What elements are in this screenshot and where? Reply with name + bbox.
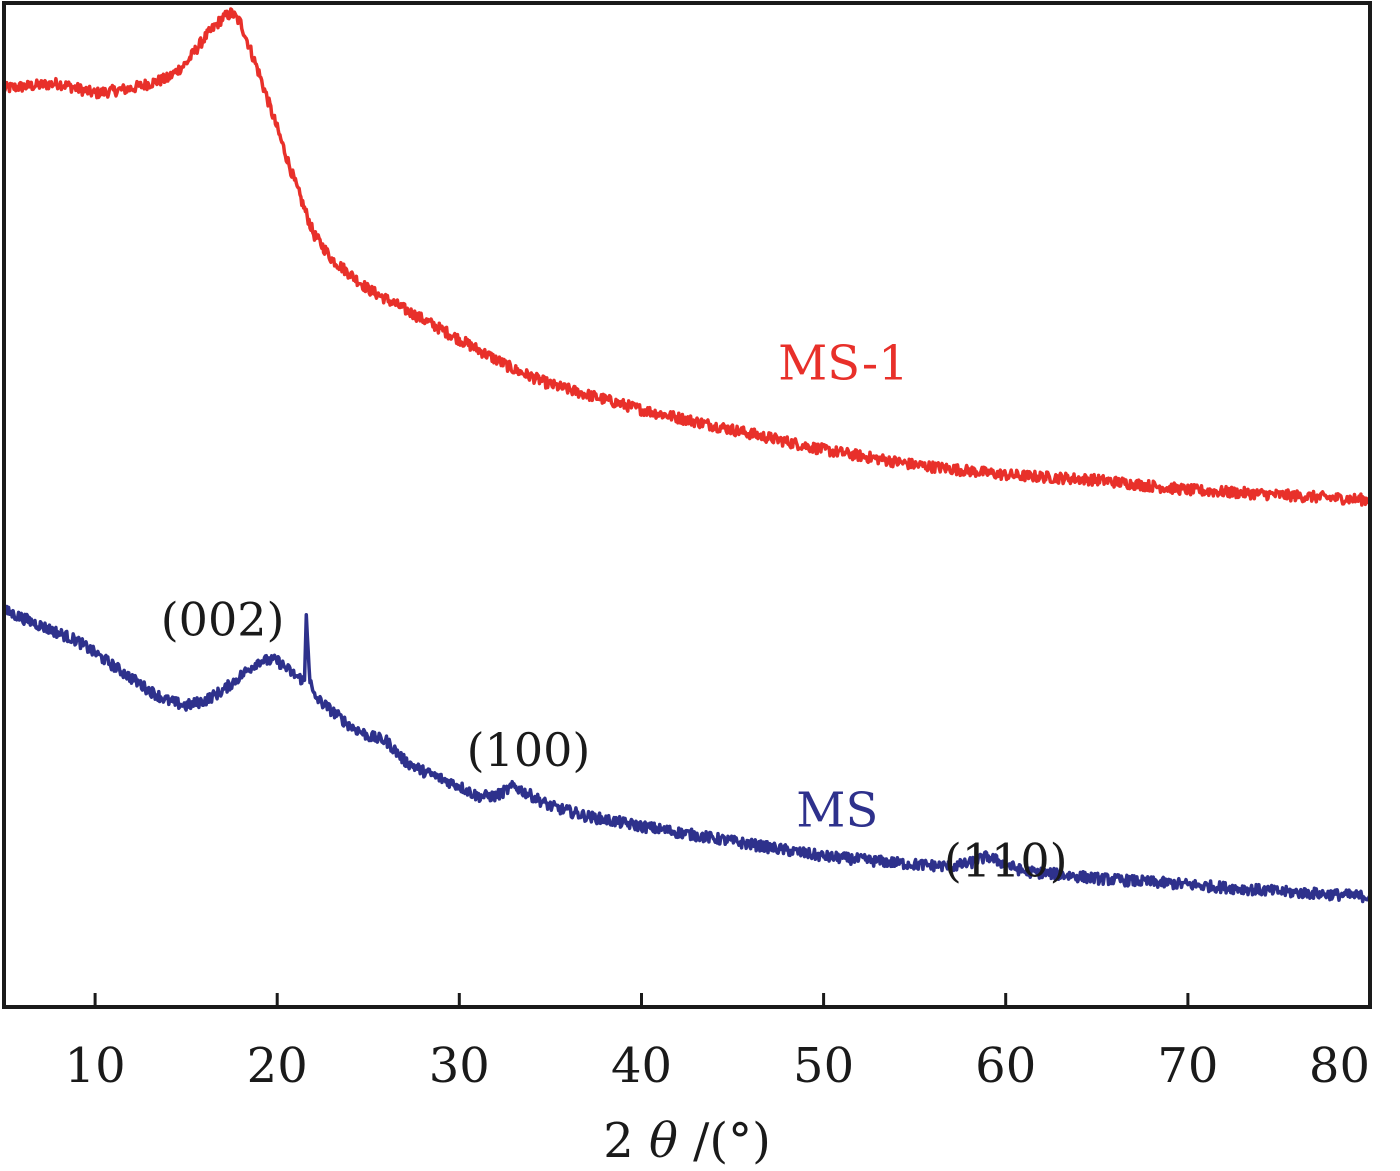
x-axis-label-prefix: 2 <box>603 1113 649 1169</box>
series-line-ms-1 <box>2 7 1371 507</box>
series-layer <box>2 7 1372 904</box>
series-line-ms <box>2 604 1372 904</box>
x-axis-label-suffix: /(°) <box>678 1113 771 1169</box>
x-tick-label: 50 <box>793 1038 854 1094</box>
peak-annotation-100: (100) <box>467 723 591 777</box>
peak-annotation-110: (110) <box>944 834 1068 888</box>
x-tick-label: 40 <box>611 1038 672 1094</box>
x-tick-label: 60 <box>975 1038 1036 1094</box>
x-axis-label-symbol: θ <box>649 1113 678 1169</box>
x-tick-label: 80 <box>1309 1038 1370 1094</box>
x-axis-ticks: 10 20 30 40 50 60 70 80 <box>65 993 1372 1094</box>
x-axis-label: 2 θ /(°) <box>603 1113 771 1169</box>
x-tick-label: 20 <box>247 1038 308 1094</box>
peak-annotation-002: (002) <box>161 593 285 647</box>
series-label-ms-1: MS-1 <box>778 336 909 392</box>
series-label-ms: MS <box>796 782 878 838</box>
x-tick-label: 70 <box>1157 1038 1218 1094</box>
annotation-layer: MS-1 MS (002) (100) (110) <box>161 336 1068 888</box>
x-tick-label: 10 <box>65 1038 126 1094</box>
plot-frame <box>2 1 1372 1009</box>
x-tick-label: 30 <box>429 1038 490 1094</box>
